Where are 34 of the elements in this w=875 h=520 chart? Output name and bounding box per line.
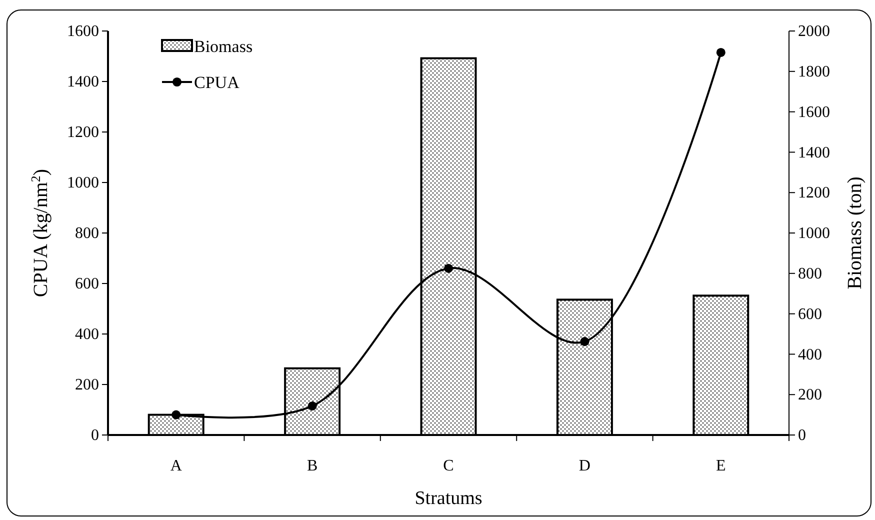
y2-tick-label: 0	[798, 427, 806, 444]
point	[444, 264, 454, 273]
y2-tick-label: 600	[798, 306, 822, 323]
y2-tick-label: 1000	[798, 225, 830, 242]
point	[580, 337, 590, 346]
y-tick-label: 800	[75, 225, 99, 242]
x-tick-label: B	[306, 457, 318, 474]
y-tick-label: 1000	[67, 174, 99, 192]
y2-tick-label: 1800	[798, 64, 830, 81]
point	[716, 48, 726, 57]
y2-tick-label: 1400	[798, 144, 830, 162]
y2-tick-label: 2000	[798, 23, 830, 40]
y-tick-label: 1600	[67, 23, 99, 40]
y-tick-label: 600	[75, 276, 99, 293]
y-tick-label: 0	[91, 427, 99, 444]
y-tick-label: 400	[75, 326, 99, 344]
y2-axis-title: Biomass (ton)	[844, 176, 866, 290]
x-tick-label: A	[170, 457, 182, 474]
y2-tick-label: 200	[798, 386, 822, 404]
x-axis-title: Stratums	[414, 488, 482, 509]
y2-tick-label: 400	[798, 346, 822, 364]
legend-label: CPUA	[194, 73, 240, 92]
x-tick-label: C	[443, 457, 454, 474]
x-tick-label: D	[578, 457, 590, 474]
point	[172, 410, 181, 420]
y2-tick-label: 800	[798, 266, 822, 283]
y-tick-label: 200	[75, 376, 99, 394]
y-tick-label: 1400	[67, 74, 99, 91]
y-tick-label: 1200	[67, 124, 99, 142]
y2-tick-label: 1600	[798, 104, 830, 121]
y2-tick-label: 1200	[798, 184, 830, 202]
legend-label: Biomass	[194, 37, 253, 56]
point	[308, 401, 317, 410]
x-tick-label: E	[716, 457, 726, 474]
